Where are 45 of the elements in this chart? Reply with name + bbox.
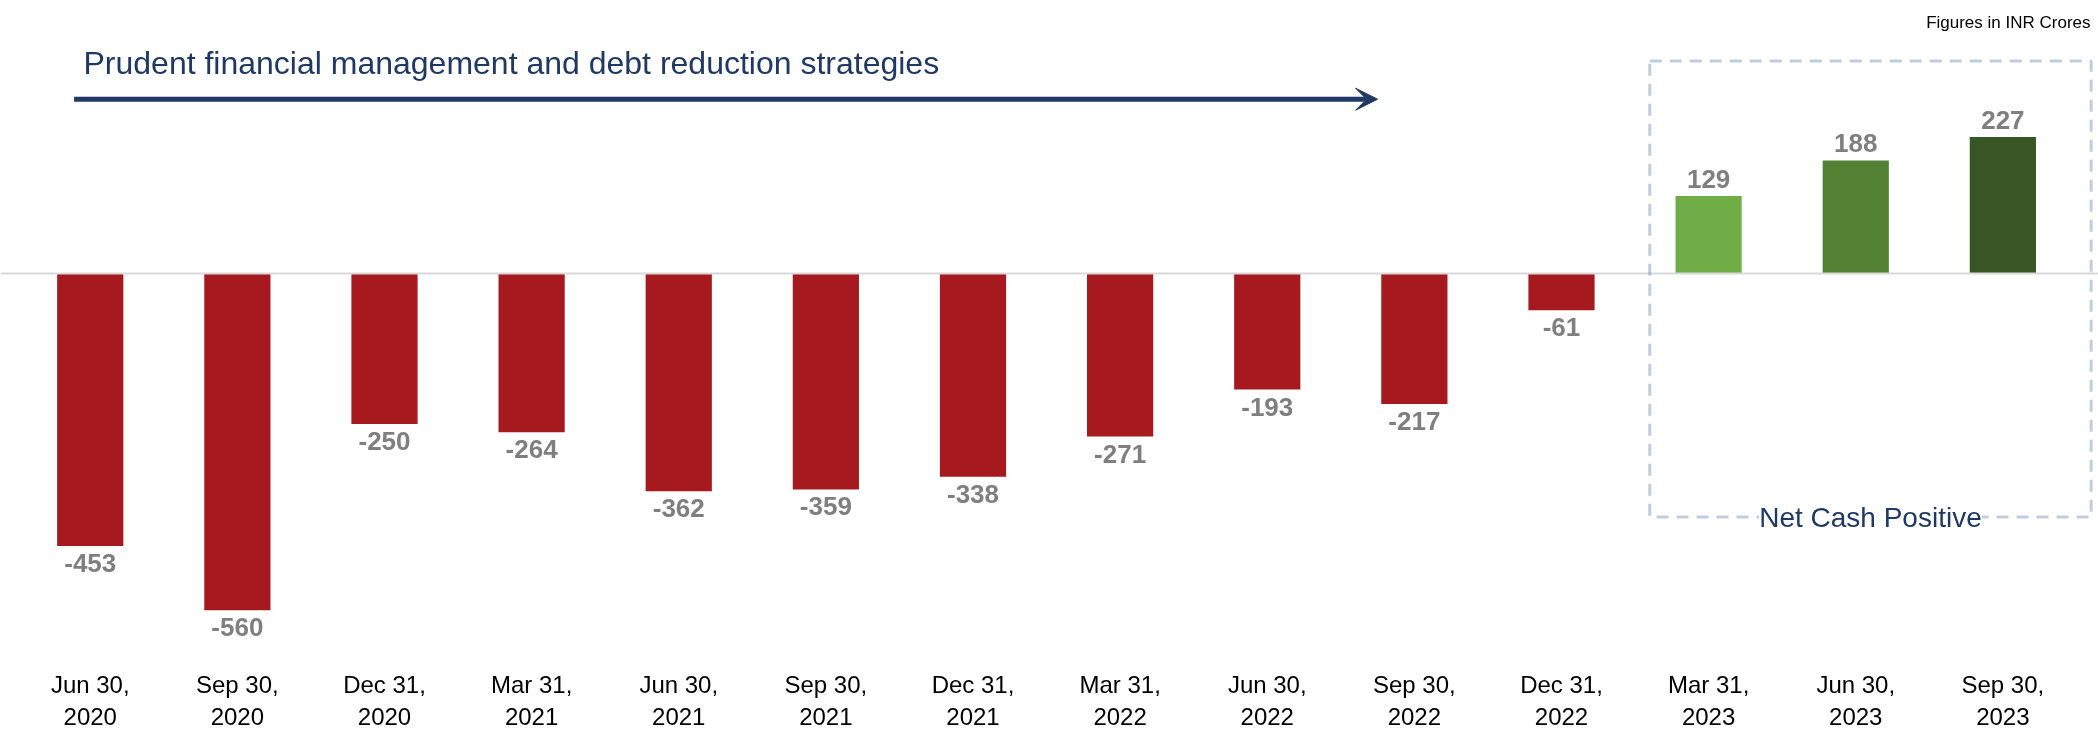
bar	[1969, 137, 2036, 274]
bar	[1381, 273, 1448, 405]
data-label: 129	[1686, 163, 1731, 194]
bar	[1675, 195, 1742, 274]
data-label: -338	[946, 478, 1000, 509]
bar	[204, 273, 271, 611]
annotation: Net Cash Positive	[1759, 501, 1982, 533]
data-label: -453	[64, 547, 117, 578]
x-tick-label: Dec 31, 2020	[343, 670, 426, 730]
x-tick-label: Sep 30, 2023	[1961, 670, 2045, 730]
x-tick-label: Dec 31, 2022	[1520, 670, 1603, 730]
bar	[1087, 273, 1154, 437]
x-tick-label: Jun 30, 2022	[1227, 670, 1307, 730]
x-tick-label: Sep 30, 2021	[784, 670, 868, 730]
text: Figures in INR Crores	[1926, 13, 2091, 32]
bar	[645, 273, 712, 492]
bar	[498, 273, 565, 433]
data-label: -61	[1542, 312, 1581, 343]
data-label: -250	[358, 425, 411, 456]
chart-title: Prudent financial management and debt reduction strategies	[83, 44, 940, 81]
data-label: -362	[652, 493, 705, 524]
data-label: 188	[1834, 128, 1878, 159]
data-label: -217	[1388, 406, 1441, 437]
data-label: -359	[799, 491, 852, 522]
x-tick-label: Mar 31, 2023	[1667, 670, 1750, 730]
data-label: 227	[1981, 105, 2025, 136]
x-tick-label: Jun 30, 2020	[50, 670, 130, 730]
x-tick-label: Dec 31, 2021	[931, 670, 1015, 730]
x-tick-label: Mar 31, 2021	[490, 670, 573, 730]
bar	[351, 273, 418, 424]
bar	[939, 273, 1007, 477]
bar	[1822, 160, 1889, 274]
data-label: -193	[1241, 391, 1294, 422]
x-tick-label: Sep 30, 2022	[1373, 670, 1456, 730]
data-label: -271	[1094, 438, 1147, 469]
x-tick-label: Jun 30, 2021	[639, 670, 719, 730]
bar	[57, 273, 124, 546]
data-label: -264	[505, 434, 559, 465]
data-label: -560	[211, 612, 264, 643]
x-tick-label: Mar 31, 2022	[1079, 670, 1161, 730]
bar	[792, 273, 859, 490]
bar	[1528, 273, 1595, 311]
x-tick-label: Sep 30, 2020	[196, 670, 279, 730]
bar	[1234, 273, 1301, 390]
x-tick-label: Jun 30, 2023	[1816, 670, 1896, 730]
